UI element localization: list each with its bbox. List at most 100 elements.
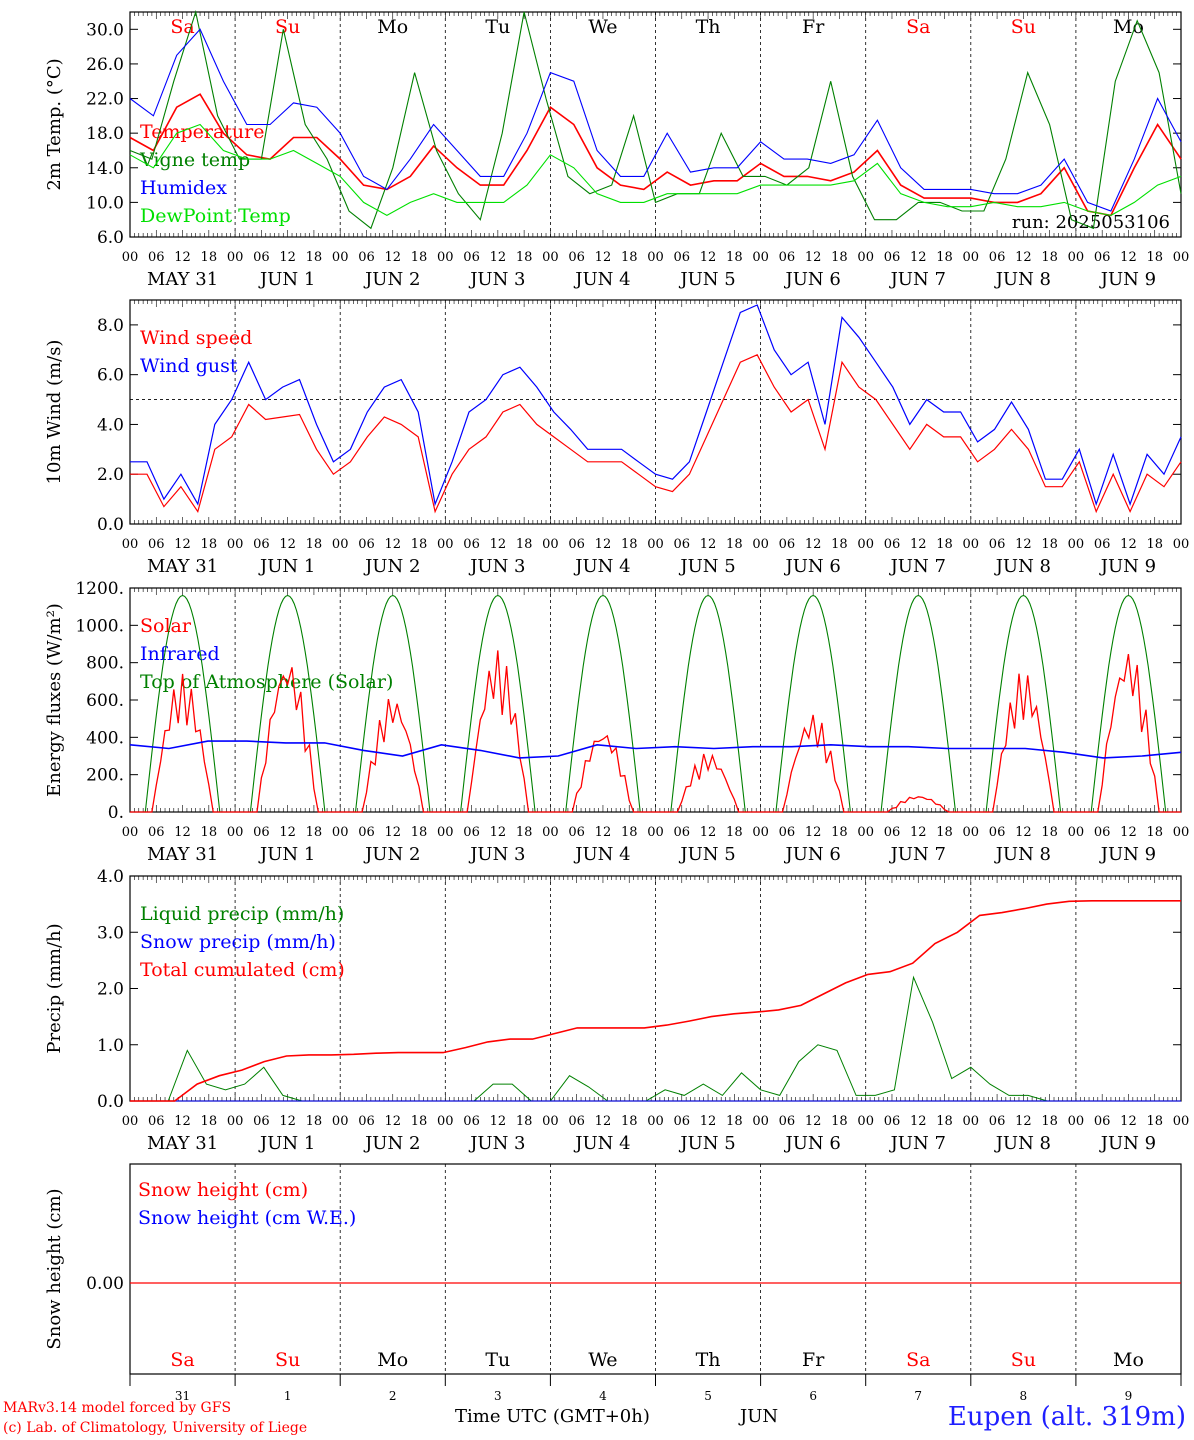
hour-label: 06 <box>674 537 691 552</box>
date-label: JUN 4 <box>573 1133 630 1154</box>
dow-label-bottom: Su <box>275 1349 300 1371</box>
hour-label: 00 <box>1173 1114 1190 1129</box>
hour-label: 18 <box>201 825 218 840</box>
y-axis-label: Precip (mm/h) <box>44 923 65 1053</box>
hour-label: 12 <box>174 537 191 552</box>
hour-label: 00 <box>437 250 454 265</box>
hour-label: 12 <box>279 250 296 265</box>
date-label: JUN 4 <box>573 844 630 865</box>
hour-label: 06 <box>463 537 480 552</box>
hour-label: 12 <box>910 1114 927 1129</box>
date-label: JUN 2 <box>363 269 420 290</box>
dow-label-top: Su <box>1011 16 1036 38</box>
y-tick-label: 0.0 <box>97 1092 124 1112</box>
hour-label: 12 <box>595 1114 612 1129</box>
hour-label: 12 <box>490 250 507 265</box>
hour-label: 18 <box>1146 825 1163 840</box>
dow-label-top: Mo <box>377 16 408 38</box>
hour-label: 12 <box>384 537 401 552</box>
hour-label: 12 <box>910 537 927 552</box>
hour-label: 12 <box>805 825 822 840</box>
hour-label: 18 <box>621 537 638 552</box>
hour-label: 00 <box>1068 1114 1085 1129</box>
hour-label: 18 <box>516 250 533 265</box>
date-label: JUN 1 <box>258 556 315 577</box>
y-tick-label: 0.0 <box>97 515 124 535</box>
hour-label: 18 <box>411 250 428 265</box>
date-label: JUN 5 <box>678 269 735 290</box>
date-label: JUN 9 <box>1099 269 1156 290</box>
hour-label: 18 <box>1041 250 1058 265</box>
dow-label-bottom: Mo <box>1113 1349 1144 1371</box>
hour-label: 00 <box>963 1114 980 1129</box>
y-tick-label: 1000. <box>75 616 124 636</box>
hour-label: 06 <box>568 537 585 552</box>
hour-label: 18 <box>516 825 533 840</box>
hour-label: 18 <box>1041 825 1058 840</box>
hour-label: 06 <box>148 250 165 265</box>
day-number: 31 <box>175 1389 190 1403</box>
date-label: JUN 5 <box>678 556 735 577</box>
hour-label: 18 <box>936 1114 953 1129</box>
hour-label: 06 <box>148 1114 165 1129</box>
hour-label: 00 <box>752 825 769 840</box>
hour-label: 06 <box>1094 537 1111 552</box>
hour-label: 00 <box>857 250 874 265</box>
hour-label: 18 <box>831 537 848 552</box>
y-tick-label: 400. <box>86 728 124 748</box>
y-tick-label: 6.0 <box>97 228 124 248</box>
dow-label-bottom: Th <box>696 1349 721 1371</box>
hour-label: 18 <box>306 1114 323 1129</box>
hour-label: 12 <box>1120 1114 1137 1129</box>
hour-label: 06 <box>568 250 585 265</box>
hour-label: 18 <box>726 1114 743 1129</box>
dow-label-top: Su <box>275 16 300 38</box>
day-number: 8 <box>1020 1389 1028 1403</box>
hour-label: 00 <box>857 537 874 552</box>
day-number: 7 <box>914 1389 922 1403</box>
day-number: 5 <box>704 1389 712 1403</box>
panel-4: 0.0 1.0 2.0 3.0 4.0 Precip (mm/h) 00 06 12 18 MAY … <box>44 867 1189 1154</box>
dow-label-top: Sa <box>906 16 930 38</box>
date-label: JUN 3 <box>468 1133 525 1154</box>
date-label: JUN 5 <box>678 1133 735 1154</box>
date-label: JUN 2 <box>363 556 420 577</box>
hour-label: 06 <box>779 1114 796 1129</box>
hour-label: 06 <box>253 250 270 265</box>
hour-label: 00 <box>437 1114 454 1129</box>
legend-entry: Snow precip (mm/h) <box>140 931 336 953</box>
hour-label: 06 <box>989 250 1006 265</box>
hour-label: 18 <box>1146 1114 1163 1129</box>
hour-label: 06 <box>989 1114 1006 1129</box>
dow-label-top: Fr <box>802 16 825 38</box>
hour-label: 00 <box>542 1114 559 1129</box>
hour-label: 00 <box>437 825 454 840</box>
hour-label: 18 <box>306 537 323 552</box>
hour-label: 06 <box>779 825 796 840</box>
hour-label: 00 <box>332 537 349 552</box>
hour-label: 06 <box>779 537 796 552</box>
panel-3: 0. 200. 400. 600. 800. 1000. 1200. Energy fluxe… <box>44 579 1189 865</box>
hour-label: 06 <box>674 250 691 265</box>
hour-label: 00 <box>963 250 980 265</box>
month-label: JUN <box>740 1406 779 1427</box>
hour-label: 06 <box>358 1114 375 1129</box>
hour-label: 00 <box>122 250 139 265</box>
date-label: JUN 5 <box>678 844 735 865</box>
date-label: JUN 6 <box>783 844 840 865</box>
hour-label: 06 <box>568 825 585 840</box>
hour-label: 18 <box>201 1114 218 1129</box>
hour-label: 12 <box>174 250 191 265</box>
hour-label: 00 <box>647 250 664 265</box>
hour-label: 12 <box>384 250 401 265</box>
date-label: JUN 7 <box>889 1133 946 1154</box>
dow-label-bottom: Tu <box>485 1349 510 1371</box>
hour-label: 00 <box>647 825 664 840</box>
hour-label: 06 <box>779 250 796 265</box>
hour-label: 12 <box>805 537 822 552</box>
date-label: JUN 7 <box>889 844 946 865</box>
date-label: JUN 2 <box>363 1133 420 1154</box>
y-tick-label: 4.0 <box>97 867 124 887</box>
panel-1: 6.0 10.0 14.0 18.0 22.0 26.0 30.0 2m Temp. (°C)… <box>44 11 1189 290</box>
y-tick-label: 22.0 <box>86 90 124 110</box>
